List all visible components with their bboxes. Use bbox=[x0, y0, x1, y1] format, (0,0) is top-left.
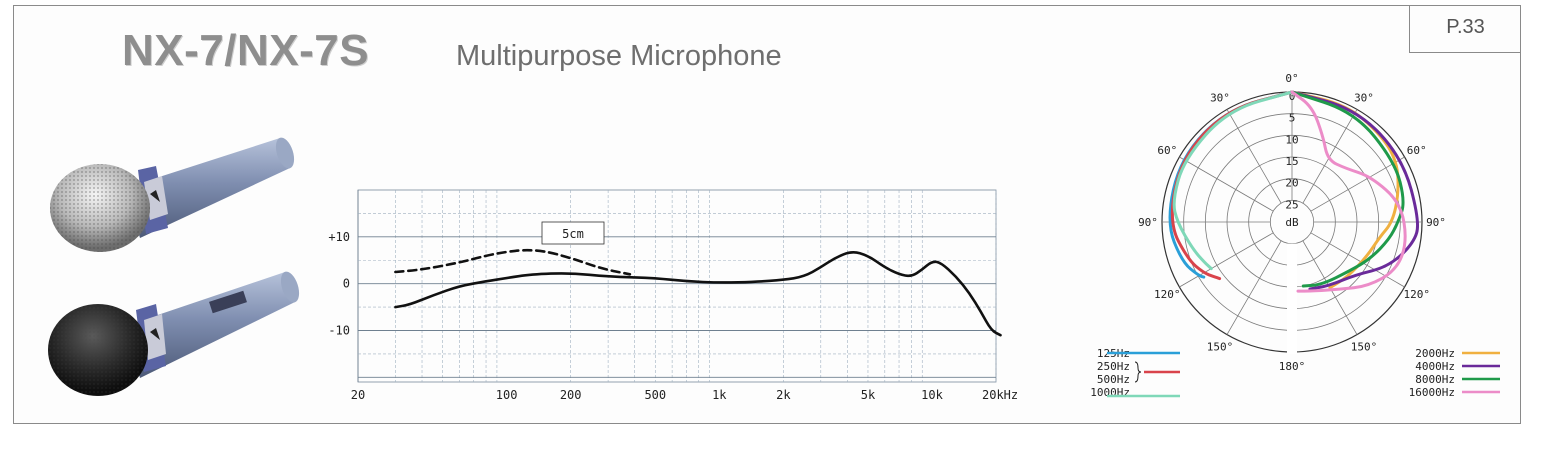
polar-legend-label: 16000Hz bbox=[1409, 386, 1455, 399]
polar-unit-label: dB bbox=[1285, 216, 1299, 229]
fr-x-tick-label: 20kHz bbox=[982, 388, 1018, 402]
polar-radial-label: 20 bbox=[1285, 177, 1298, 190]
fr-x-tick-label: 1k bbox=[712, 388, 727, 402]
fr-x-tick-label: 5k bbox=[861, 388, 876, 402]
polar-series-4000hz bbox=[1290, 90, 1420, 291]
product-subtitle: Multipurpose Microphone bbox=[456, 40, 782, 72]
fr-annotation-label: 5cm bbox=[562, 227, 584, 241]
polar-angle-label: 150° bbox=[1207, 341, 1234, 354]
fr-x-tick-label: 2k bbox=[776, 388, 791, 402]
polar-grid bbox=[1161, 91, 1423, 354]
polar-spoke bbox=[1310, 232, 1405, 288]
polar-series-2000hz bbox=[1290, 90, 1400, 290]
polar-spoke bbox=[1179, 232, 1274, 288]
polar-legend-label: 500Hz bbox=[1097, 373, 1130, 386]
polar-legend-label: 2000Hz bbox=[1415, 347, 1455, 360]
polar-radial-label: 10 bbox=[1285, 133, 1298, 146]
fr-plot-border bbox=[357, 189, 997, 383]
microphone-nx7s-black bbox=[48, 271, 300, 396]
page-frame bbox=[13, 5, 1521, 424]
fr-x-tick-label: 20 bbox=[351, 388, 365, 402]
fr-series bbox=[394, 248, 1002, 337]
polar-radial-label: 25 bbox=[1285, 198, 1298, 211]
polar-angle-label: 150° bbox=[1351, 341, 1378, 354]
polar-legend-label: 4000Hz bbox=[1415, 360, 1455, 373]
fr-series-dashed bbox=[394, 248, 632, 276]
microphone-nx7-silver bbox=[50, 137, 295, 252]
fr-series-solid bbox=[394, 250, 1002, 337]
fr-y-tick-label: -10 bbox=[328, 323, 350, 337]
polar-angle-label: 0° bbox=[1285, 72, 1298, 85]
polar-spoke bbox=[1310, 156, 1405, 212]
polar-angle-label: 120° bbox=[1154, 288, 1181, 301]
fr-y-ticks: +10 0 -10 bbox=[328, 230, 350, 338]
polar-angle-label: 90° bbox=[1138, 216, 1158, 229]
polar-angle-label: 30° bbox=[1354, 91, 1374, 104]
fr-x-tick-label: 100 bbox=[496, 388, 518, 402]
polar-series-16000hz bbox=[1290, 90, 1407, 293]
polar-radial-label: 15 bbox=[1285, 155, 1298, 168]
polar-angle-label: 60° bbox=[1407, 144, 1427, 157]
fr-annotation: 5cm bbox=[541, 221, 605, 245]
fr-y-tick-label: +10 bbox=[328, 230, 350, 244]
microphone-photos bbox=[48, 137, 300, 396]
polar-legend-label: 8000Hz bbox=[1415, 373, 1455, 386]
polar-angle-labels: 0° 30° 30° 60° 60° 90° 90° 120° 120° 150° 150° 180° bbox=[1138, 72, 1446, 373]
fr-y-tick-label: 0 bbox=[343, 277, 350, 291]
polar-spoke bbox=[1226, 109, 1282, 204]
polar-spoke bbox=[1179, 156, 1274, 212]
polar-angle-label: 120° bbox=[1403, 288, 1430, 301]
polar-series-1000hz bbox=[1172, 90, 1294, 271]
model-title: NX-7/NX-7S bbox=[122, 26, 370, 75]
frequency-response-chart: +10 0 -10 20 100 200 500 1k 2k 5k 10k 20kHz 5cm bbox=[328, 189, 1018, 402]
fr-grid bbox=[357, 189, 997, 383]
polar-radial-labels: 0 5 10 15 20 25 dB bbox=[1285, 90, 1299, 229]
polar-radial-label: 5 bbox=[1289, 112, 1296, 125]
polar-angle-label: 60° bbox=[1157, 144, 1177, 157]
polar-angle-label: 30° bbox=[1210, 91, 1230, 104]
fr-x-tick-label: 200 bbox=[560, 388, 582, 402]
polar-legend-label: 250Hz bbox=[1097, 360, 1130, 373]
polar-gap bbox=[1287, 243, 1297, 354]
polar-radial-label: 0 bbox=[1289, 90, 1296, 103]
fr-x-tick-label: 10k bbox=[921, 388, 943, 402]
fr-x-ticks: 20 100 200 500 1k 2k 5k 10k 20kHz bbox=[351, 388, 1018, 402]
polar-angle-label: 90° bbox=[1426, 216, 1446, 229]
polar-legend: 125Hz250Hz500Hz1000Hz2000Hz4000Hz8000Hz1… bbox=[1090, 347, 1500, 399]
polar-series bbox=[1168, 90, 1420, 293]
fr-x-tick-label: 500 bbox=[644, 388, 666, 402]
polar-series-8000hz bbox=[1290, 90, 1405, 288]
polar-angle-label: 180° bbox=[1279, 360, 1306, 373]
polar-spoke bbox=[1226, 240, 1282, 335]
polar-legend-brace bbox=[1134, 361, 1142, 383]
polar-pattern-chart: 0° 30° 30° 60° 60° 90° 90° 120° 120° 150° 150° 180°… bbox=[1090, 72, 1500, 399]
polar-series-125hz bbox=[1168, 90, 1294, 279]
page-number: P.33 bbox=[1409, 5, 1521, 53]
